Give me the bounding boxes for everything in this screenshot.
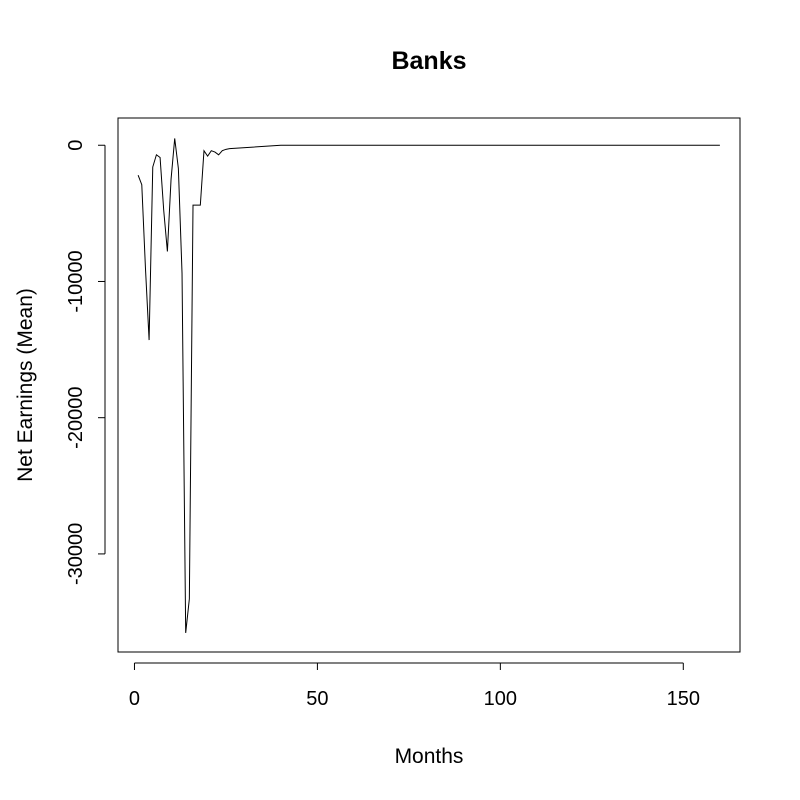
y-axis: 0 -10000 -20000 -30000	[65, 140, 106, 585]
y-tick-label: 0	[65, 140, 87, 151]
chart-title: Banks	[391, 47, 466, 75]
x-axis-title: Months	[395, 745, 464, 768]
plot-frame	[117, 117, 741, 653]
y-axis-title: Net Earnings (Mean)	[14, 288, 37, 482]
x-tick-label: 50	[306, 688, 328, 710]
y-tick-label: -10000	[65, 250, 87, 312]
series-line	[137, 138, 720, 633]
x-tick-label: 100	[484, 688, 517, 710]
x-tick-label: 0	[129, 688, 140, 710]
y-tick-label: -30000	[65, 523, 87, 585]
x-axis: 0 50 100 150	[129, 662, 700, 710]
y-tick-label: -20000	[65, 387, 87, 449]
x-tick-label: 150	[667, 688, 700, 710]
